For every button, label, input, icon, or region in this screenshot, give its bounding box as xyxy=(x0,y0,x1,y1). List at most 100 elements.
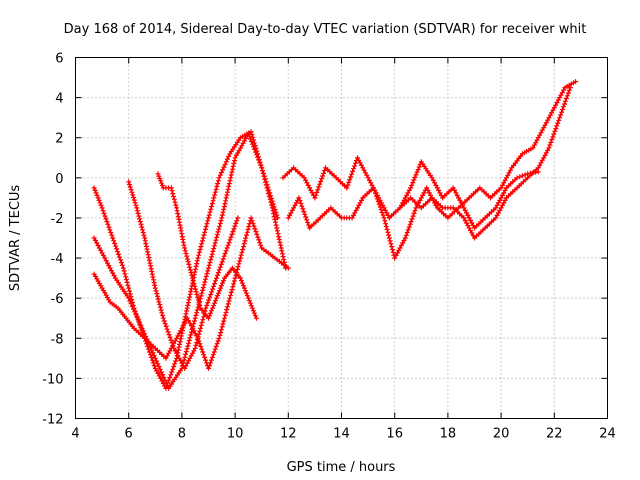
data-point xyxy=(159,310,165,316)
x-tick-label: 10 xyxy=(227,427,244,442)
data-point xyxy=(108,230,114,235)
data-point xyxy=(149,357,155,363)
data-point xyxy=(127,291,133,297)
data-point xyxy=(127,298,133,304)
data-point xyxy=(238,278,244,284)
data-point xyxy=(219,283,224,289)
data-point xyxy=(352,163,358,169)
data-point xyxy=(209,251,215,257)
data-point xyxy=(211,195,217,201)
data-point xyxy=(207,260,213,265)
data-point xyxy=(157,176,163,181)
data-point xyxy=(237,255,243,261)
data-point xyxy=(230,229,236,235)
data-point xyxy=(368,180,374,186)
data-point xyxy=(379,210,385,215)
data-point xyxy=(549,137,555,142)
data-point xyxy=(298,200,304,206)
data-point xyxy=(204,271,210,277)
data-point xyxy=(390,249,396,255)
data-point xyxy=(207,294,213,300)
data-point xyxy=(240,283,246,289)
data-point xyxy=(97,200,103,206)
data-point xyxy=(217,172,223,178)
data-point xyxy=(229,169,235,175)
data-point xyxy=(231,281,237,287)
data-point xyxy=(223,195,229,201)
x-tick-label: 12 xyxy=(280,427,297,442)
data-point xyxy=(220,321,226,327)
data-point xyxy=(218,330,224,335)
data-point xyxy=(184,346,190,352)
data-point xyxy=(194,307,200,313)
data-point xyxy=(346,179,352,185)
data-point xyxy=(237,275,243,281)
data-point xyxy=(274,212,280,218)
data-point xyxy=(209,204,214,209)
data-point xyxy=(252,226,258,232)
data-point xyxy=(227,178,233,184)
x-tick-label: 20 xyxy=(493,427,510,442)
data-point xyxy=(123,274,129,280)
data-point xyxy=(133,202,139,208)
data-point xyxy=(253,149,259,155)
data-point xyxy=(160,315,166,321)
data-point xyxy=(216,175,222,181)
series-track-4 xyxy=(126,179,241,371)
data-point xyxy=(128,187,134,193)
data-point xyxy=(91,185,97,191)
data-point xyxy=(313,192,319,198)
data-point xyxy=(183,351,189,357)
data-point xyxy=(554,123,560,129)
data-point xyxy=(134,205,140,211)
y-tick-label: -12 xyxy=(42,413,63,428)
data-point xyxy=(250,141,255,147)
data-point xyxy=(110,235,116,241)
data-point xyxy=(204,221,210,227)
data-point xyxy=(382,218,388,224)
data-point xyxy=(409,182,415,188)
data-point xyxy=(297,198,303,204)
data-point xyxy=(548,139,554,145)
data-point xyxy=(149,347,155,353)
data-point xyxy=(186,261,192,267)
data-point xyxy=(281,257,287,262)
data-point xyxy=(381,215,387,221)
data-point xyxy=(198,293,204,299)
data-point xyxy=(102,213,108,219)
data-point xyxy=(261,173,267,179)
data-point xyxy=(223,159,229,165)
data-point xyxy=(413,172,419,178)
data-point xyxy=(185,343,191,349)
data-point xyxy=(200,349,206,355)
x-tick-label: 4 xyxy=(71,427,79,442)
data-point xyxy=(254,152,260,158)
data-point xyxy=(300,206,306,212)
data-point xyxy=(392,255,398,261)
data-point xyxy=(519,173,525,179)
data-point xyxy=(198,322,204,328)
data-point xyxy=(242,288,248,294)
data-point xyxy=(94,192,100,198)
data-point xyxy=(115,249,121,255)
data-point xyxy=(214,275,219,281)
data-point xyxy=(201,352,207,358)
data-point xyxy=(230,284,236,290)
data-point xyxy=(271,204,277,210)
data-point xyxy=(114,246,120,252)
data-point xyxy=(234,218,240,224)
data-point xyxy=(210,286,216,292)
data-point xyxy=(565,90,571,96)
data-point xyxy=(155,296,161,302)
data-point xyxy=(159,183,165,188)
data-point xyxy=(197,303,203,308)
data-point xyxy=(215,178,221,184)
data-point xyxy=(96,197,102,203)
data-point xyxy=(239,249,245,255)
x-tick-label: 22 xyxy=(546,427,563,442)
data-point xyxy=(213,237,219,243)
data-point xyxy=(196,249,202,255)
data-point xyxy=(218,218,224,224)
data-point xyxy=(371,188,377,194)
data-point xyxy=(214,272,220,278)
